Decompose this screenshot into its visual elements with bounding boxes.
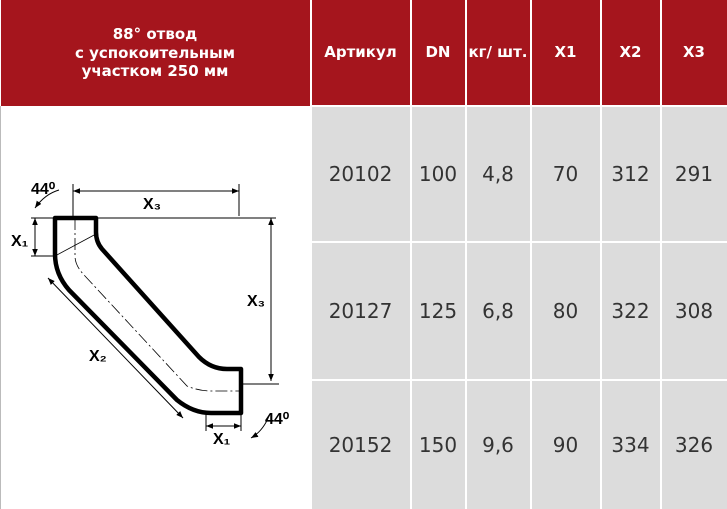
value-cell: 291 [659,104,727,244]
row: 44⁰ X₃ X₁ X₃ X₂ X₁ 44⁰ 20102 100 4,8 70 312 291 [0,104,727,509]
value-cell: 20152 [309,378,412,509]
value-cell: 70 [529,104,602,244]
dimension-label: X₁ [213,431,231,448]
value-cell: 322 [599,241,662,381]
pipe [52,215,244,416]
row: 20127 125 6,8 80 322 308 [1,241,727,381]
dimensions [31,184,279,439]
value-cell: 9,6 [464,378,532,509]
value-cell: 125 [409,241,467,381]
value-cell: 20102 [309,104,412,244]
value-cell: 4,8 [464,104,532,244]
value-cell: 90 [529,378,602,509]
column-header: X1 [530,0,602,106]
column-header: кг/ шт. [465,0,532,106]
column-header: X2 [600,0,662,106]
title-cell: 88° отвод с успокоительным участком 250 мм [0,0,312,106]
header-row: 88° отвод с успокоительным участком 250 мм… [0,0,727,106]
dimension-label: 44⁰ [31,181,56,198]
dimension-label: 44⁰ [265,411,290,428]
dimension-label: X₁ [11,233,29,250]
title-line: 88° отвод [112,24,198,43]
column-header: DN [410,0,467,106]
column-header: Артикул [310,0,412,106]
value-cell: 6,8 [464,241,532,381]
value-cell: 312 [599,104,662,244]
title-line: участком 250 мм [81,62,229,81]
value-cell: 20127 [309,241,412,381]
value-cell: 80 [529,241,602,381]
diagram-cell: 44⁰ X₃ X₁ X₃ X₂ X₁ 44⁰ [0,106,311,509]
dimension-label: X₂ [89,348,107,365]
dimension-label: X₃ [247,293,265,310]
title-line: с успокоительным [75,43,235,62]
value-cell: 100 [409,104,467,244]
value-cell: 308 [659,241,727,381]
value-cell: 326 [659,378,727,509]
row: 20152 150 9,6 90 334 326 [1,378,727,509]
value-cell: 150 [409,378,467,509]
column-header: X3 [660,0,727,106]
value-cell: 334 [599,378,662,509]
dimension-label: X₃ [143,196,161,213]
diagram: 44⁰ X₃ X₁ X₃ X₂ X₁ 44⁰ [11,181,290,448]
